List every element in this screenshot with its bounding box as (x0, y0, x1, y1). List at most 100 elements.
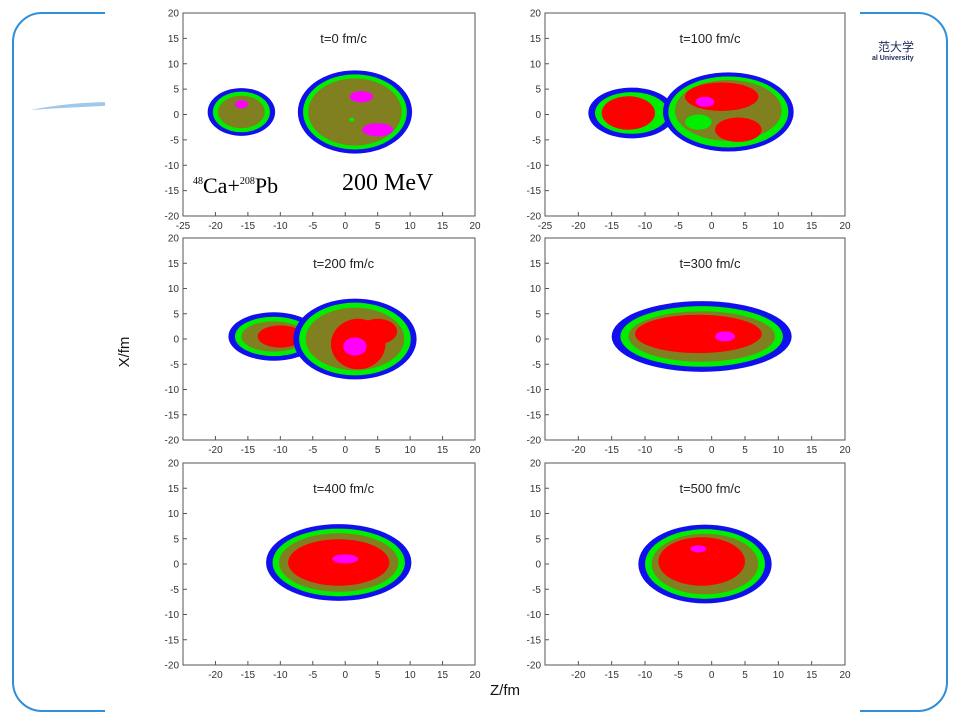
x-tick-label: 10 (405, 445, 417, 456)
y-tick-label: -10 (165, 385, 180, 396)
contour-blob (715, 331, 735, 342)
reaction-label: 48Ca+208Pb (193, 173, 278, 198)
panel-3: -20 -15 -10 -5 0 5 10 15 20 -20 -15 -10 -5 0 5 10 15 20 t=… (527, 234, 851, 457)
x-tick-label: -20 (571, 670, 586, 681)
contour-blob (332, 554, 359, 564)
x-tick-label: 20 (839, 445, 851, 456)
logo-chinese-text: 范大学 (878, 40, 915, 54)
y-tick-label: -15 (527, 635, 542, 646)
contour-blob (635, 314, 762, 354)
x-tick-label: 10 (773, 221, 785, 232)
y-tick-label: -5 (170, 360, 179, 371)
y-tick-label: -20 (527, 436, 542, 447)
y-tick-label: 20 (530, 234, 542, 245)
y-tick-label: -15 (527, 186, 542, 197)
panel-1: -25 -20 -15 -10 -5 0 5 10 15 20-20-15-10-50510152… (527, 9, 851, 233)
x-tick-label: -15 (241, 670, 256, 681)
contour-blob (349, 91, 374, 103)
y-tick-label: 0 (535, 110, 541, 121)
density-contours-0 (207, 70, 413, 154)
contour-blob (658, 537, 746, 586)
y-tick-label: 0 (535, 560, 541, 571)
y-tick-label: -15 (165, 186, 180, 197)
y-tick-label: -10 (527, 610, 542, 621)
y-tick-label: -5 (170, 135, 179, 146)
contour-figure: -25 -20 -15 -10 -5 0 5 10 15 20 -20 -15 -10 -5 0 5 10 15 2… (116, 9, 851, 700)
panel-time-label: t=300 fm/c (679, 256, 741, 271)
contour-blob (234, 100, 248, 109)
x-tick-label: 10 (405, 670, 417, 681)
x-tick-label: -20 (208, 670, 223, 681)
y-tick-label: 10 (530, 284, 542, 295)
x-tick-label: -20 (208, 221, 223, 232)
y-tick-label: 15 (530, 34, 542, 45)
contour-blob (308, 78, 402, 146)
y-tick-label: 10 (530, 59, 542, 70)
x-tick-label: -25 (538, 221, 553, 232)
x-tick-label: 20 (469, 670, 481, 681)
x-tick-label: -15 (604, 221, 619, 232)
figure-panel: -25 -20 -15 -10 -5 0 5 10 15 20 -20 -15 -10 -5 0 5 10 15 2… (105, 0, 860, 720)
y-tick-label: 5 (173, 534, 179, 545)
x-tick-label: -15 (241, 445, 256, 456)
contour-blob (601, 96, 655, 130)
x-tick-label: 5 (375, 221, 381, 232)
y-tick-label: 15 (168, 34, 180, 45)
panel-5: -20 -15 -10 -5 0 5 10 15 20 -20 -15 -10 -5 0 5 10 15 20 t=… (527, 459, 851, 682)
y-tick-label: 5 (535, 309, 541, 320)
contour-blob (695, 96, 715, 107)
x-tick-label: -15 (241, 221, 256, 232)
x-tick-label: 0 (342, 670, 348, 681)
contour-blob (218, 95, 265, 129)
x-tick-label: 0 (342, 445, 348, 456)
x-tick-label: -15 (604, 445, 619, 456)
y-tick-label: -5 (532, 585, 541, 596)
x-tick-label: -5 (308, 221, 317, 232)
x-tick-label: -5 (308, 670, 317, 681)
y-tick-label: 10 (168, 284, 180, 295)
y-tick-label: 0 (173, 560, 179, 571)
y-tick-label: 5 (535, 85, 541, 96)
x-tick-label: 20 (469, 445, 481, 456)
y-tick-label: 5 (173, 85, 179, 96)
x-tick-label: -10 (273, 221, 288, 232)
x-tick-label: -10 (638, 670, 653, 681)
y-tick-label: 20 (168, 9, 180, 20)
x-tick-label: 0 (342, 221, 348, 232)
y-tick-label: 15 (168, 484, 180, 495)
x-tick-label: -10 (638, 221, 653, 232)
logo-english-text: al University (872, 55, 914, 62)
density-contours-3 (611, 301, 792, 372)
y-tick-label: 15 (168, 259, 180, 270)
x-tick-label: 20 (839, 670, 851, 681)
y-tick-label: -20 (527, 661, 542, 672)
x-tick-label: 5 (742, 221, 748, 232)
x-tick-label: 15 (437, 221, 449, 232)
y-tick-label: 10 (168, 59, 180, 70)
x-tick-label: 5 (742, 670, 748, 681)
contour-blob (715, 117, 762, 142)
x-tick-label: 0 (709, 445, 715, 456)
contour-blob (349, 117, 355, 122)
x-tick-label: 0 (709, 221, 715, 232)
y-tick-label: 15 (530, 259, 542, 270)
y-tick-label: 0 (173, 335, 179, 346)
panel-0: -25 -20 -15 -10 -5 0 5 10 15 20-20-15-10-50510152… (165, 9, 481, 233)
panel-time-label: t=100 fm/c (679, 31, 741, 46)
x-tick-label: 10 (405, 221, 417, 232)
x-tick-label: 15 (437, 445, 449, 456)
contour-blob (362, 123, 394, 137)
x-tick-label: -5 (674, 445, 683, 456)
x-tick-label: 10 (773, 670, 785, 681)
panel-time-label: t=200 fm/c (313, 256, 375, 271)
y-tick-label: 10 (168, 509, 180, 520)
x-tick-label: 5 (375, 670, 381, 681)
panel-time-label: t=400 fm/c (313, 481, 375, 496)
contour-blob (685, 82, 759, 111)
contour-blob (257, 325, 304, 348)
y-tick-label: -5 (170, 585, 179, 596)
y-tick-label: -20 (165, 212, 180, 223)
x-tick-label: 5 (742, 445, 748, 456)
x-tick-label: 15 (806, 670, 818, 681)
x-tick-label: 0 (709, 670, 715, 681)
